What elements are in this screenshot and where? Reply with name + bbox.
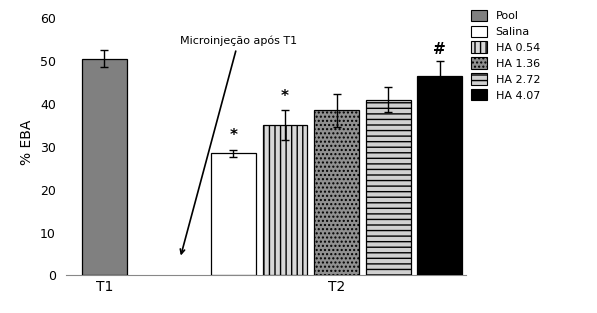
Text: Microinjeção após T1: Microinjeção após T1 xyxy=(180,35,297,254)
Legend: Pool, Salina, HA 0.54, HA 1.36, HA 2.72, HA 4.07: Pool, Salina, HA 0.54, HA 1.36, HA 2.72,… xyxy=(471,10,540,100)
Text: *: * xyxy=(281,89,289,104)
Bar xyxy=(211,153,256,275)
Bar xyxy=(263,125,307,275)
Bar xyxy=(417,76,462,275)
Bar xyxy=(366,100,411,275)
Bar xyxy=(314,110,359,275)
Bar xyxy=(82,59,127,275)
Text: #: # xyxy=(433,42,446,57)
Y-axis label: % EBA: % EBA xyxy=(20,120,35,165)
Text: *: * xyxy=(229,128,238,143)
